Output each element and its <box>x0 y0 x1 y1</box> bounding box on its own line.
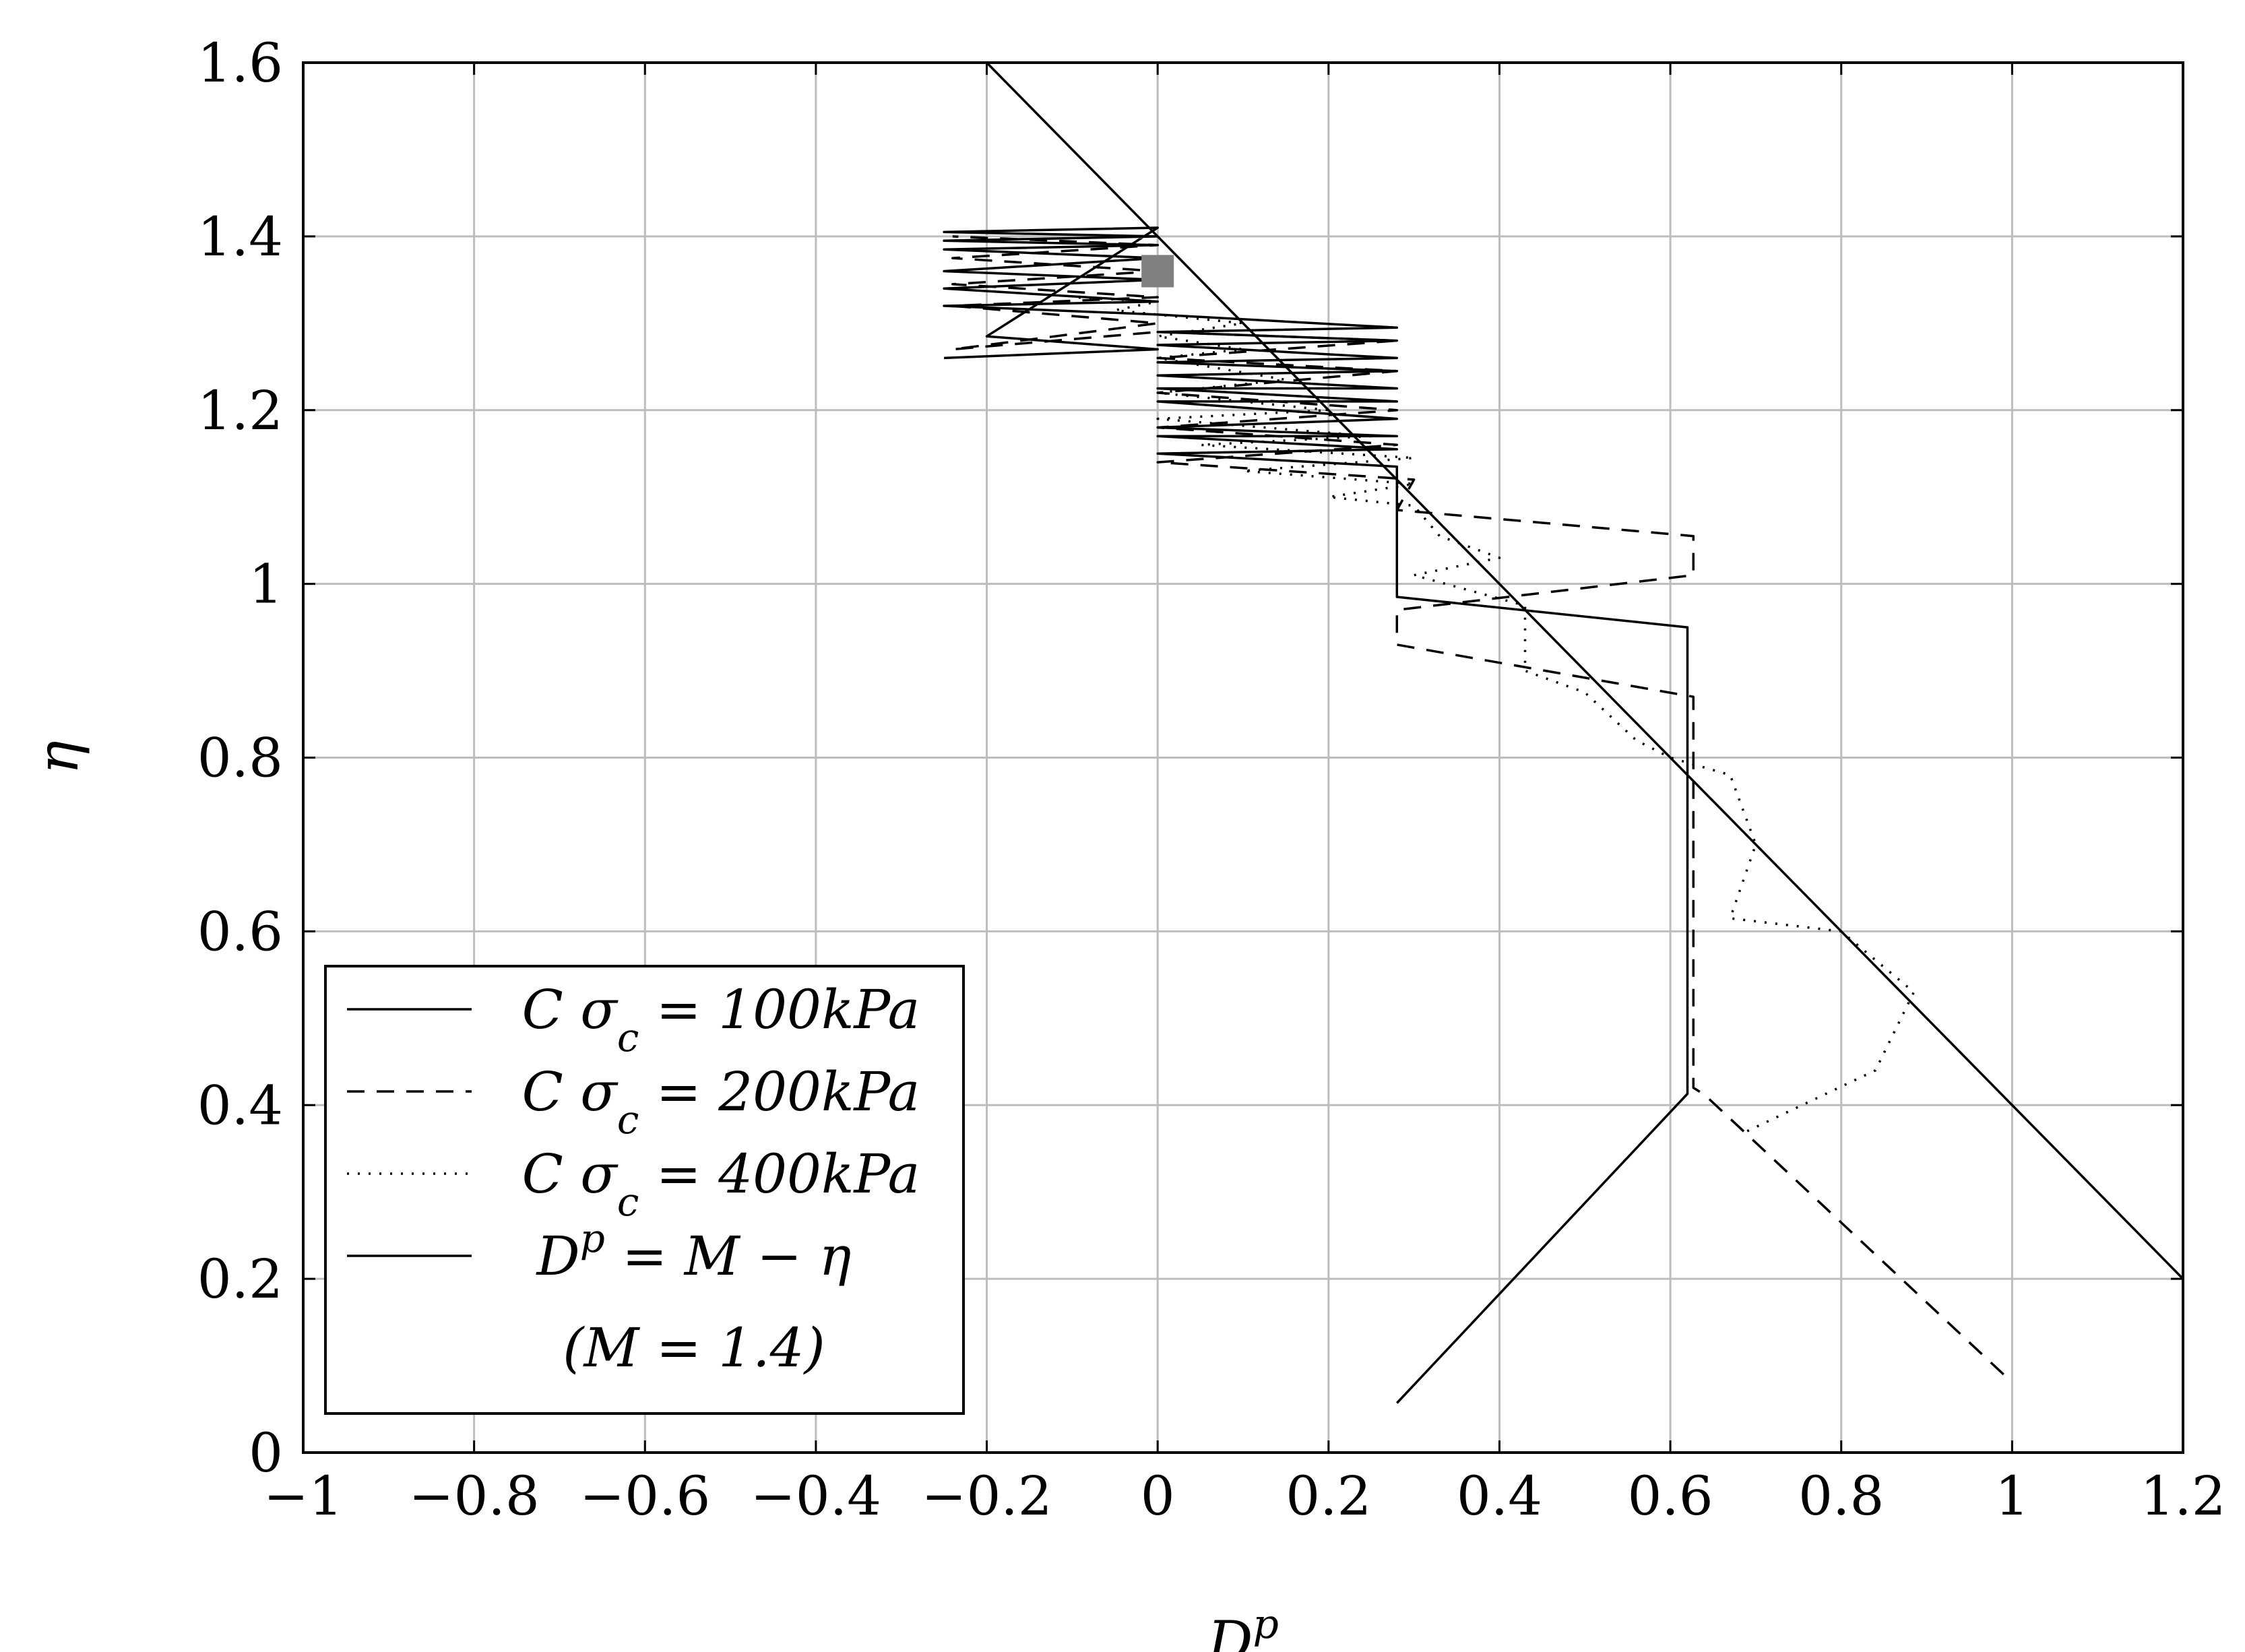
x-tick-label: −1 <box>263 1465 343 1527</box>
series-line-4 <box>986 61 2184 1280</box>
x-tick-label: −0.6 <box>579 1465 710 1527</box>
series-line-2 <box>951 235 2004 1376</box>
legend-extra-line: (M = 1.4) <box>563 1316 825 1379</box>
x-tick-label: −0.2 <box>921 1465 1052 1527</box>
y-tick-label: 0 <box>249 1422 283 1484</box>
legend-label-3: C σc = 400kPa <box>522 1143 920 1225</box>
x-tick-label: 0.8 <box>1798 1465 1884 1527</box>
y-tick-label: 1 <box>249 553 283 616</box>
series-line-1 <box>943 226 1689 1404</box>
y-tick-label: 0.8 <box>197 727 283 790</box>
series-line-3 <box>1072 296 1916 1133</box>
legend-label-2: C σc = 200kPa <box>522 1060 920 1143</box>
legend-label-4: Dp = M − η <box>536 1215 852 1288</box>
y-tick-label: 0.4 <box>197 1074 283 1137</box>
x-tick-label: 0.4 <box>1457 1465 1542 1527</box>
x-axis-label: Dp <box>1206 1601 1279 1652</box>
legend-label-1: C σc = 100kPa <box>522 978 920 1060</box>
x-tick-label: −0.8 <box>409 1465 540 1527</box>
y-tick-label: 1.2 <box>197 379 283 442</box>
y-tick-label: 1.4 <box>197 205 283 268</box>
x-tick-label: 0 <box>1141 1465 1175 1527</box>
x-tick-label: −0.4 <box>751 1465 881 1527</box>
x-tick-label: 1.2 <box>2140 1465 2225 1527</box>
x-tick-label: 0.6 <box>1627 1465 1713 1527</box>
y-axis-label: η <box>25 740 91 774</box>
x-tick-label: 0.2 <box>1286 1465 1371 1527</box>
marker-layer <box>1141 255 1174 288</box>
x-tick-label: 1 <box>1995 1465 2029 1527</box>
ticks: −1 −0.8 −0.6 −0.4 −0.2 0 0.2 0.4 0.6 0.8 1 1.2 0 0.2 0… <box>197 32 2226 1527</box>
legend-box <box>324 965 965 1415</box>
y-tick-label: 0.2 <box>197 1248 283 1310</box>
y-tick-label: 0.6 <box>197 900 283 963</box>
y-tick-label: 1.6 <box>197 32 283 94</box>
marker-square <box>1141 255 1174 288</box>
series-layer <box>943 61 2184 1404</box>
